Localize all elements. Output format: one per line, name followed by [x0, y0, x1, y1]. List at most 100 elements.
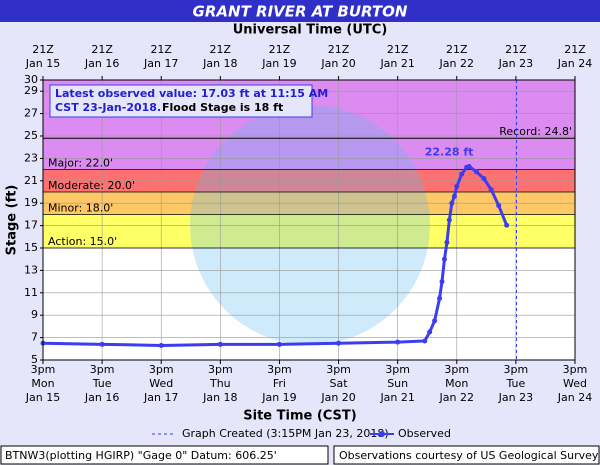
top-x-tick-label: 21Z — [32, 43, 54, 56]
plot-border — [42, 79, 576, 361]
x-tick-label: 3pm — [90, 363, 115, 376]
top-x-tick-label: 21Z — [564, 43, 586, 56]
flood-band — [43, 214, 575, 248]
x-tick-label: 3pm — [444, 363, 469, 376]
x-tick-label: Sun — [387, 377, 408, 390]
y-tick-label: 15 — [24, 241, 38, 254]
top-x-tick-label: 21Z — [446, 43, 468, 56]
x-tick-label: Mon — [31, 377, 54, 390]
data-point — [481, 176, 487, 182]
data-point — [395, 339, 401, 345]
title-bar — [0, 0, 600, 22]
data-point — [99, 341, 105, 347]
y-tick-label: 29 — [24, 84, 38, 97]
legend-sample — [379, 431, 385, 437]
x-tick-label: 3pm — [31, 363, 56, 376]
x-tick-label: Sat — [330, 377, 349, 390]
top-x-tick-label: Jan 20 — [320, 57, 355, 70]
data-point — [439, 279, 445, 285]
x-tick-label: 3pm — [385, 363, 410, 376]
data-point — [473, 169, 479, 175]
x-tick-label: 3pm — [267, 363, 292, 376]
x-tick-label: Tue — [92, 377, 112, 390]
top-x-tick-label: Jan 15 — [25, 57, 60, 70]
data-point — [422, 338, 428, 344]
top-axis-label: Universal Time (UTC) — [233, 23, 388, 38]
data-point — [437, 295, 443, 301]
top-x-tick-label: 21Z — [505, 43, 527, 56]
data-point — [217, 341, 223, 347]
top-x-tick-label: Jan 19 — [261, 57, 296, 70]
x-tick-label: Jan 20 — [320, 391, 355, 404]
top-x-tick-label: Jan 23 — [498, 57, 533, 70]
y-tick-label: 11 — [24, 286, 38, 299]
x-tick-label: Wed — [149, 377, 173, 390]
data-point — [446, 217, 452, 223]
peak-label: 22.28 ft — [425, 145, 474, 158]
flood-label: Action: 15.0' — [48, 235, 117, 248]
data-point — [504, 222, 510, 228]
data-point — [276, 341, 282, 347]
footer-right: Observations courtesy of US Geological S… — [339, 449, 599, 462]
data-point — [427, 329, 433, 335]
info-box — [49, 84, 313, 118]
top-x-tick-label: 21Z — [91, 43, 113, 56]
y-tick-label: 21 — [24, 174, 38, 187]
y-tick-label: 9 — [31, 308, 38, 321]
record-label: Record: 24.8' — [499, 125, 572, 138]
flood-label: Minor: 18.0' — [48, 201, 113, 214]
data-point — [451, 193, 457, 199]
top-x-tick-label: Jan 18 — [202, 57, 237, 70]
y-tick-label: 30 — [24, 73, 38, 86]
y-tick-label: 13 — [24, 263, 38, 276]
x-tick-label: 3pm — [149, 363, 174, 376]
footer-left: BTNW3(plotting HGIRP) "Gage 0" Datum: 60… — [5, 449, 277, 462]
x-tick-label: Jan 21 — [379, 391, 414, 404]
data-point — [449, 200, 455, 206]
data-point — [336, 340, 342, 346]
y-axis-label: Stage (ft) — [5, 185, 20, 256]
x-tick-label: 3pm — [326, 363, 351, 376]
x-axis-label: Site Time (CST) — [243, 409, 356, 424]
top-x-tick-label: 21Z — [328, 43, 350, 56]
x-tick-label: Tue — [505, 377, 525, 390]
footer-box — [333, 445, 600, 465]
x-tick-label: Jan 17 — [143, 391, 178, 404]
data-point — [488, 187, 494, 193]
legend-created-label: Graph Created (3:15PM Jan 23, 2018) — [182, 427, 389, 440]
x-tick-label: Jan 18 — [202, 391, 237, 404]
watermark — [190, 105, 430, 345]
data-point — [496, 202, 502, 208]
top-x-tick-label: 21Z — [269, 43, 291, 56]
data-point — [432, 318, 438, 324]
top-x-tick-label: 21Z — [210, 43, 232, 56]
top-x-tick-label: Jan 17 — [143, 57, 178, 70]
info-text: Flood Stage is 18 ft — [162, 101, 283, 114]
info-text: Latest observed value: 17.03 ft at 11:15… — [55, 87, 328, 100]
top-x-tick-label: Jan 22 — [439, 57, 474, 70]
x-tick-label: Jan 23 — [498, 391, 533, 404]
data-point — [444, 239, 450, 245]
top-x-tick-label: Jan 21 — [379, 57, 414, 70]
x-tick-label: Jan 15 — [25, 391, 60, 404]
data-point — [158, 342, 164, 348]
y-tick-label: 19 — [24, 196, 38, 209]
info-text: CST 23-Jan-2018. — [55, 101, 161, 114]
legend-label: Observed — [398, 427, 451, 440]
y-tick-label: 5 — [31, 353, 38, 366]
footer-box — [0, 445, 329, 465]
top-x-tick-label: Jan 24 — [557, 57, 592, 70]
y-tick-label: 17 — [24, 219, 38, 232]
x-tick-label: Thu — [209, 377, 231, 390]
data-point — [466, 163, 472, 169]
y-tick-label: 23 — [24, 151, 38, 164]
x-tick-label: Fri — [273, 377, 286, 390]
x-tick-label: Jan 22 — [439, 391, 474, 404]
chart-title: GRANT RIVER AT BURTON — [193, 3, 408, 21]
top-x-tick-label: 21Z — [150, 43, 172, 56]
x-tick-label: Mon — [445, 377, 468, 390]
x-tick-label: 3pm — [504, 363, 529, 376]
y-tick-label: 27 — [24, 107, 38, 120]
y-tick-label: 7 — [31, 331, 38, 344]
